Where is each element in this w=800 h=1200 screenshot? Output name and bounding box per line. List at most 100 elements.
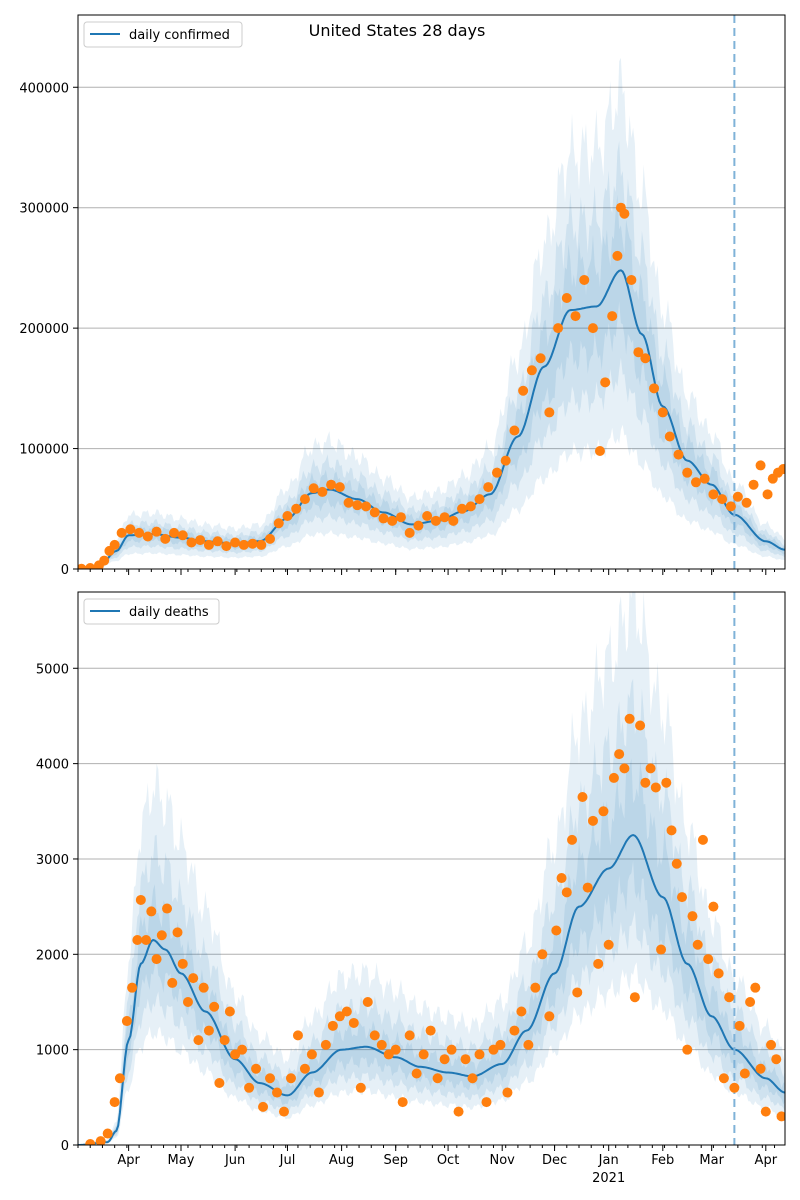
observed-point xyxy=(593,958,604,969)
observed-point xyxy=(650,782,661,793)
observed-point xyxy=(439,1054,450,1065)
uncertainty-band xyxy=(78,758,785,1145)
observed-point xyxy=(299,1063,310,1074)
observed-point xyxy=(326,479,337,490)
observed-point xyxy=(230,537,241,548)
observed-point xyxy=(465,501,476,512)
x-axis: Apr May Jun Jul Aug Sep Oct Nov Dec Jan Feb Mar Apr 2… xyxy=(117,1153,777,1186)
observed-point xyxy=(422,511,433,522)
observed-point xyxy=(99,555,110,566)
observed-point xyxy=(488,1044,499,1055)
observed-point xyxy=(432,1073,443,1084)
observed-point xyxy=(708,489,719,500)
observed-point xyxy=(327,1020,338,1031)
legend-box xyxy=(83,598,220,625)
observed-point xyxy=(85,1139,96,1145)
observed-point xyxy=(291,503,302,514)
observed-point xyxy=(114,1073,125,1084)
observed-point xyxy=(661,777,672,788)
observed-point xyxy=(556,873,567,884)
legend: daily confirmed xyxy=(83,21,243,48)
y-tick-label: 2000 xyxy=(36,948,69,963)
plot-area xyxy=(78,15,785,569)
observed-point xyxy=(395,512,406,523)
observed-point xyxy=(186,537,197,548)
observed-point xyxy=(732,491,743,502)
observed-point xyxy=(425,1025,436,1036)
observed-point xyxy=(724,992,735,1003)
observed-point xyxy=(299,494,310,505)
observed-point xyxy=(95,1136,106,1145)
observed-point xyxy=(348,1017,359,1028)
observed-point xyxy=(446,1044,457,1055)
y-tick-label: 300000 xyxy=(19,202,69,217)
observed-point xyxy=(682,1044,693,1055)
observed-point xyxy=(570,311,581,322)
observed-point xyxy=(308,483,319,494)
observed-point xyxy=(390,1044,401,1055)
observed-point xyxy=(203,539,214,550)
observed-point xyxy=(167,977,178,988)
observed-point xyxy=(526,365,537,376)
observed-point xyxy=(619,208,630,219)
observed-point xyxy=(553,323,564,334)
y-tick-label: 5000 xyxy=(36,662,69,677)
observed-point xyxy=(313,1087,324,1098)
observed-point xyxy=(502,1087,513,1098)
observed-point xyxy=(278,1106,289,1117)
y-tick-label: 4000 xyxy=(36,758,69,773)
observed-point xyxy=(369,1030,380,1041)
observed-point xyxy=(649,383,660,394)
observed-point xyxy=(734,1020,745,1031)
observed-point xyxy=(251,1063,262,1074)
y-tick-label: 1000 xyxy=(36,1044,69,1059)
observed-point xyxy=(355,1082,366,1093)
observed-point xyxy=(619,763,630,774)
observed-point xyxy=(697,834,708,845)
y-tick-label: 200000 xyxy=(19,322,69,337)
observed-point xyxy=(134,527,145,538)
observed-point xyxy=(177,958,188,969)
observed-point xyxy=(766,1039,777,1050)
x-tick-label: Nov xyxy=(490,1153,516,1168)
plot-area xyxy=(78,592,785,1145)
observed-point xyxy=(193,1035,204,1046)
observed-point xyxy=(369,507,380,518)
observed-point xyxy=(457,503,468,514)
observed-point xyxy=(460,1054,471,1065)
observed-point xyxy=(151,526,162,537)
observed-point xyxy=(132,935,143,946)
observed-point xyxy=(544,407,555,418)
observed-point xyxy=(748,479,759,490)
y-tick-label: 3000 xyxy=(36,853,69,868)
observed-point xyxy=(671,858,682,869)
observed-point xyxy=(614,749,625,760)
observed-point xyxy=(125,524,136,535)
observed-point xyxy=(537,949,548,960)
observed-point xyxy=(411,1068,422,1079)
observed-point xyxy=(579,274,590,285)
observed-point xyxy=(378,513,389,524)
observed-point xyxy=(598,806,609,817)
observed-point xyxy=(121,1016,132,1027)
observed-point xyxy=(664,431,675,442)
observed-point xyxy=(341,1006,352,1017)
observed-point xyxy=(626,274,637,285)
observed-point xyxy=(273,518,284,529)
observed-point xyxy=(102,1128,113,1139)
uncertainty-band xyxy=(78,57,785,569)
uncertainty-band xyxy=(78,592,785,1145)
observed-point xyxy=(292,1030,303,1041)
observed-point xyxy=(317,486,328,497)
observed-point xyxy=(544,1011,555,1022)
observed-point xyxy=(156,930,167,941)
observed-point xyxy=(699,473,710,484)
observed-point xyxy=(383,1049,394,1060)
observed-point xyxy=(203,1025,214,1036)
observed-point xyxy=(516,1006,527,1017)
observed-point xyxy=(713,968,724,979)
observed-point xyxy=(755,1063,766,1074)
observed-point xyxy=(666,825,677,836)
observed-point xyxy=(265,1073,276,1084)
observed-point xyxy=(587,323,598,334)
